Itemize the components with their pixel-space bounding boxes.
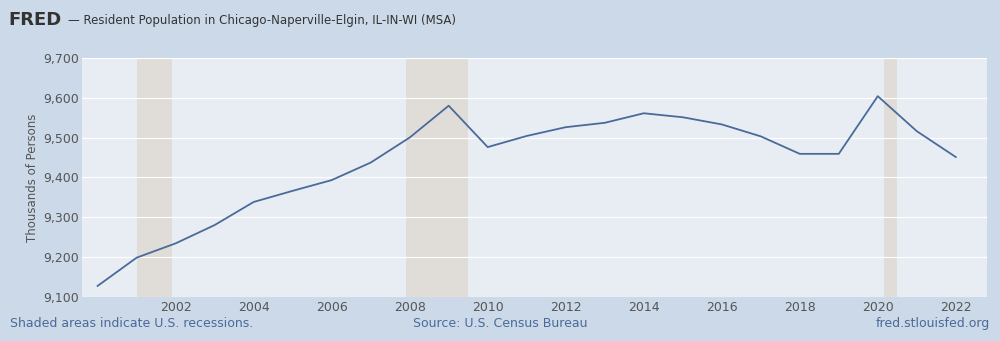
Text: Shaded areas indicate U.S. recessions.: Shaded areas indicate U.S. recessions.	[10, 317, 253, 330]
Bar	[406, 58, 468, 297]
Bar	[137, 58, 172, 297]
Text: fred.stlouisfed.org: fred.stlouisfed.org	[876, 317, 990, 330]
Text: — Resident Population in Chicago-Naperville-Elgin, IL-IN-WI (MSA): — Resident Population in Chicago-Napervi…	[68, 14, 456, 27]
Y-axis label: Thousands of Persons: Thousands of Persons	[26, 113, 39, 241]
Bar	[884, 58, 897, 297]
Text: Source: U.S. Census Bureau: Source: U.S. Census Bureau	[413, 317, 587, 330]
Text: FRED: FRED	[8, 12, 61, 29]
